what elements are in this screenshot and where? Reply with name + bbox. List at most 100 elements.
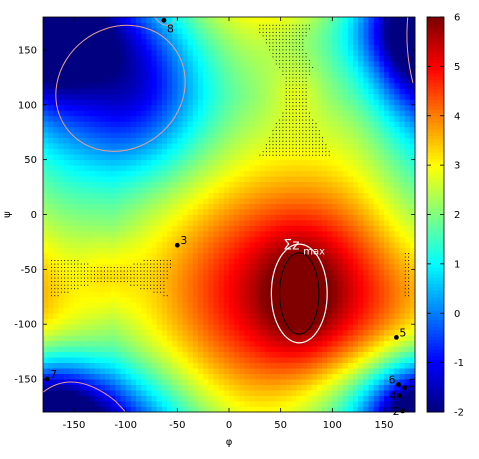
heatmap-cell (291, 406, 297, 413)
heatmap-cell (218, 274, 225, 281)
heatmap-cell (105, 44, 111, 51)
heatmap-cell (79, 335, 85, 342)
heatmap-cell (342, 318, 349, 325)
heatmap-cell (316, 187, 323, 193)
heatmap-cell (115, 66, 121, 73)
heatmap-cell (89, 27, 96, 34)
heatmap-cell (177, 214, 183, 221)
heatmap-cell (296, 296, 302, 303)
heatmap-cell (151, 263, 158, 270)
heatmap-cell (280, 241, 287, 248)
heatmap-cell (198, 335, 204, 342)
heatmap-cell (254, 395, 261, 402)
heatmap-cell (43, 154, 49, 161)
heatmap-cell (353, 280, 359, 287)
heatmap-cell (99, 99, 106, 106)
heatmap-cell (74, 395, 80, 402)
heatmap-cell (110, 170, 116, 177)
heatmap-cell (223, 66, 230, 73)
heatmap-cell (198, 390, 204, 396)
heatmap-cell (316, 368, 323, 374)
heatmap-cell (301, 324, 307, 331)
heatmap-cell (125, 154, 132, 161)
heatmap-cell (161, 219, 168, 226)
heatmap-cell (105, 340, 111, 347)
heatmap-cell (291, 22, 297, 29)
heatmap-cell (68, 406, 75, 413)
heatmap-cell (89, 17, 96, 23)
heatmap-cell (105, 154, 111, 161)
heatmap-cell (187, 236, 194, 243)
heatmap-cell (254, 27, 261, 34)
heatmap-cell (265, 148, 271, 155)
heatmap-cell (208, 44, 214, 51)
heatmap-cell (192, 230, 199, 237)
heatmap-cell (280, 214, 287, 221)
heatmap-cell (89, 104, 96, 111)
heatmap-cell (213, 258, 220, 265)
heatmap-cell (254, 357, 261, 364)
heatmap-cell (125, 214, 132, 221)
heatmap-cell (218, 82, 225, 89)
heatmap-cell (74, 252, 80, 259)
heatmap-cell (89, 346, 96, 353)
heatmap-cell (182, 362, 189, 369)
heatmap-cell (311, 60, 318, 67)
heatmap-cell (146, 379, 152, 385)
heatmap-cell (301, 104, 307, 111)
heatmap-cell (347, 132, 354, 139)
heatmap-cell (125, 406, 132, 413)
heatmap-cell (192, 285, 199, 292)
heatmap-cell (120, 99, 127, 106)
heatmap-cell (167, 110, 173, 117)
heatmap-cell (306, 390, 313, 396)
heatmap-cell (68, 159, 75, 166)
heatmap-cell (373, 110, 380, 117)
heatmap-cell (327, 307, 333, 314)
heatmap-cell (296, 313, 302, 320)
heatmap-cell (358, 340, 364, 347)
heatmap-cell (378, 148, 385, 155)
heatmap-cell (275, 44, 282, 51)
heatmap-cell (115, 340, 121, 347)
heatmap-cell (130, 252, 137, 259)
heatmap-cell (306, 335, 313, 342)
heatmap-cell (342, 88, 349, 95)
heatmap-cell (208, 296, 214, 303)
heatmap-cell (265, 351, 271, 358)
heatmap-cell (353, 302, 359, 309)
heatmap-cell (342, 219, 349, 226)
heatmap-cell (265, 126, 271, 133)
heatmap-cell (99, 66, 106, 73)
heatmap-cell (249, 269, 256, 276)
heatmap-cell (125, 362, 132, 369)
heatmap-cell (156, 99, 163, 106)
heatmap-cell (187, 88, 194, 95)
heatmap-cell (177, 27, 183, 34)
heatmap-cell (125, 357, 132, 364)
heatmap-cell (48, 137, 54, 144)
heatmap-cell (208, 324, 214, 331)
heatmap-cell (384, 198, 390, 204)
heatmap-cell (115, 302, 121, 309)
heatmap-cell (332, 335, 338, 342)
heatmap-cell (254, 88, 261, 95)
heatmap-cell (105, 49, 111, 56)
heatmap-cell (280, 137, 287, 144)
heatmap-cell (306, 225, 313, 232)
heatmap-cell (177, 44, 183, 51)
heatmap-cell (384, 148, 390, 155)
heatmap-cell (156, 302, 163, 309)
heatmap-cell (167, 148, 173, 155)
heatmap-cell (167, 296, 173, 303)
heatmap-cell (203, 17, 209, 23)
heatmap-cell (342, 93, 349, 100)
heatmap-cell (151, 247, 158, 254)
heatmap-cell (213, 192, 220, 199)
heatmap-cell (53, 55, 59, 62)
heatmap-cell (394, 104, 400, 111)
heatmap-cell (223, 291, 230, 298)
heatmap-cell (384, 291, 390, 298)
heatmap-cell (285, 71, 292, 78)
heatmap-cell (394, 274, 400, 281)
